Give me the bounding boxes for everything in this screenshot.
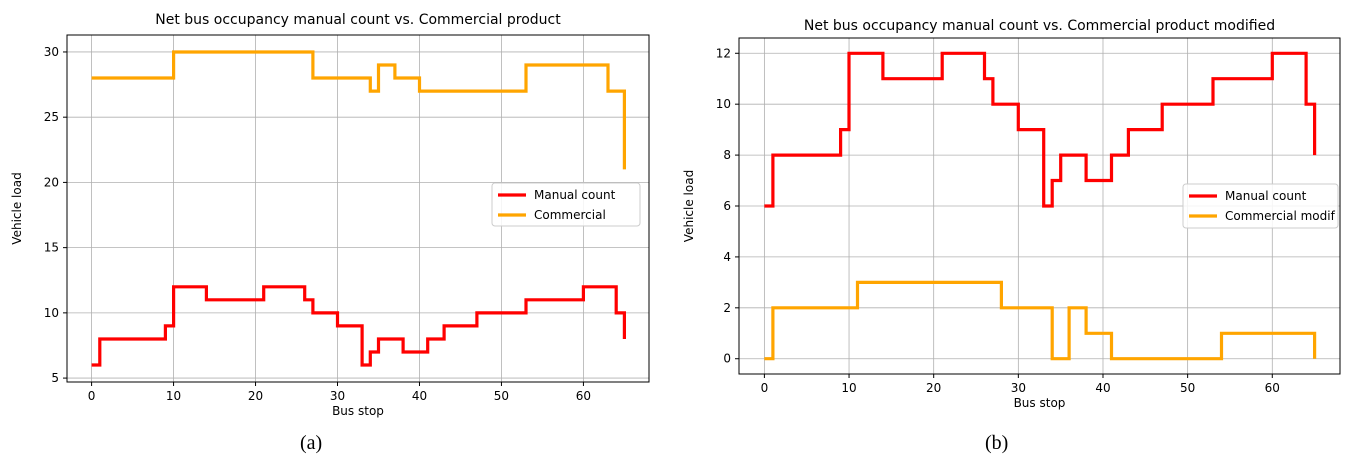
x-tick-label: 30 [330,389,345,403]
panel-caption-b: (b) [985,432,1009,454]
series-line-0 [764,51,1317,208]
x-tick-label: 30 [1011,381,1026,395]
x-tick-label: 40 [412,389,427,403]
legend: Manual count Commercial [491,182,641,227]
chart-panel-1: 0 10 20 30 40 50 60 0 2 4 6 8 10 12 Net bus occupancy … [682,18,1341,410]
legend-label-0: Manual count [1225,189,1307,203]
legend-label-0: Manual count [534,188,616,202]
y-tick-label: 25 [44,110,59,124]
series-line-0 [91,285,626,367]
x-axis-label: Bus stop [1014,396,1066,410]
x-tick-label: 0 [88,389,96,403]
legend-box [491,182,641,227]
legend-box [1182,183,1339,229]
panel-caption-a: (a) [300,432,323,454]
y-tick-label: 12 [716,46,731,60]
y-tick-label: 10 [44,306,59,320]
y-tick-label: 30 [44,45,59,59]
x-tick-label: 40 [1095,381,1110,395]
x-tick-label: 20 [926,381,941,395]
y-tick-label: 10 [716,97,731,111]
y-tick-label: 5 [51,371,59,385]
y-axis-label: Vehicle load [10,172,24,244]
chart-panel-0: 0 10 20 30 40 50 60 5 10 15 20 25 30 Net bus occupanc… [10,12,650,418]
y-tick-label: 15 [44,241,59,255]
x-tick-label: 60 [1265,381,1280,395]
legend: Manual count Commercial modif [1182,183,1339,229]
x-tick-label: 0 [761,381,769,395]
series-line-1 [91,50,626,170]
x-tick-label: 60 [576,389,591,403]
x-tick-label: 10 [166,389,181,403]
y-tick-label: 20 [44,175,59,189]
legend-label-1: Commercial [534,208,606,222]
plot-frame [66,34,650,383]
x-tick-label: 10 [841,381,856,395]
x-axis-label: Bus stop [332,404,384,418]
y-tick-label: 4 [723,250,731,264]
y-tick-label: 0 [723,352,731,366]
chart-title: Net bus occupancy manual count vs. Comme… [155,12,561,28]
y-tick-label: 2 [723,301,731,315]
legend-label-1: Commercial modif [1225,209,1336,223]
x-tick-label: 50 [1180,381,1195,395]
chart-title: Net bus occupancy manual count vs. Comme… [804,18,1275,34]
y-tick-label: 8 [723,148,731,162]
y-axis-label: Vehicle load [682,170,696,242]
y-tick-label: 6 [723,199,731,213]
x-tick-label: 20 [248,389,263,403]
series-line-1 [764,280,1317,361]
x-tick-label: 50 [494,389,509,403]
